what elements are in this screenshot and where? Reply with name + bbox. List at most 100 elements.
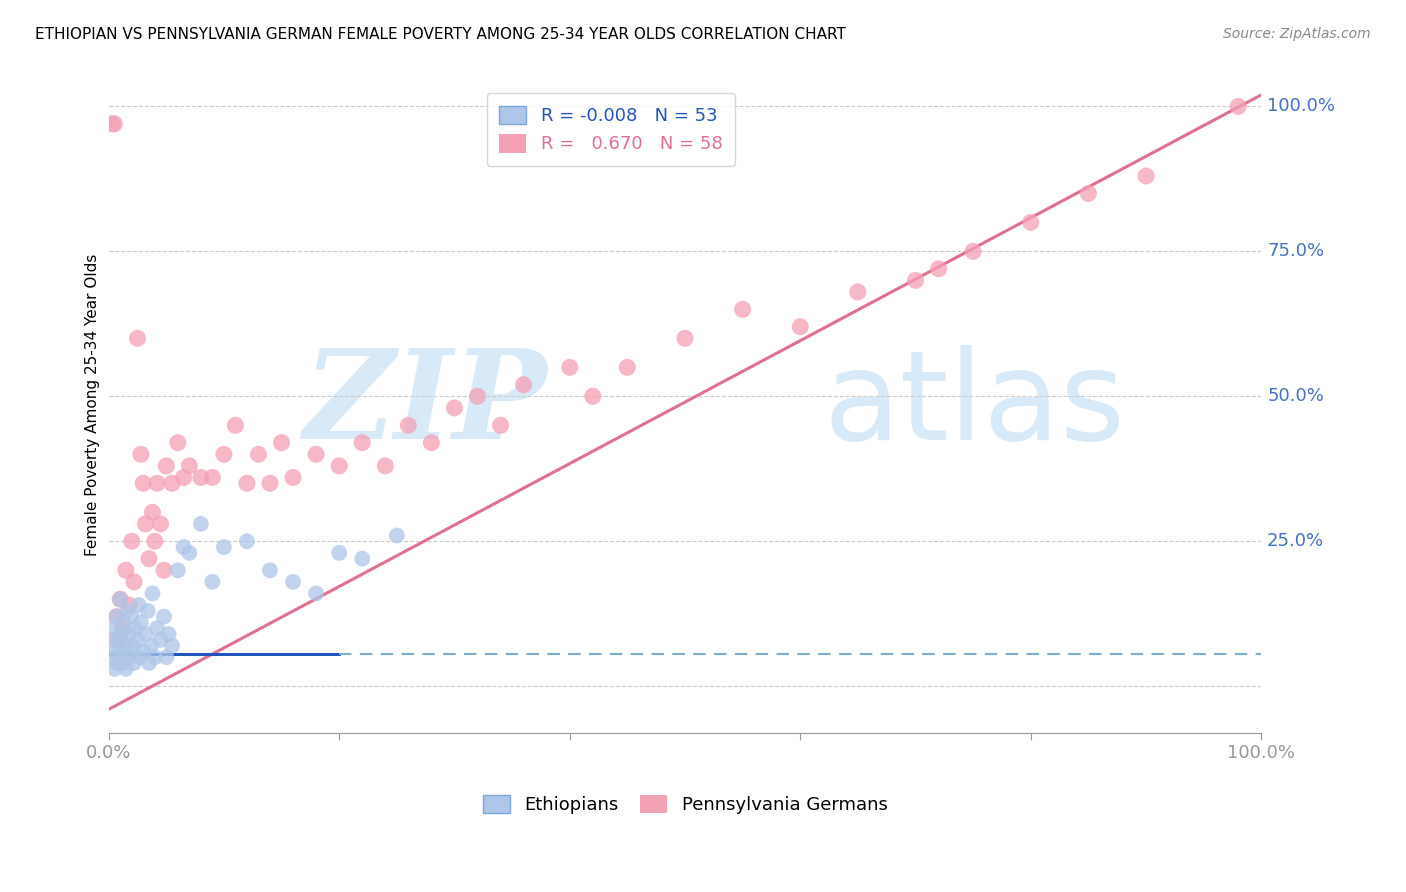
- Point: [107, 656, 129, 670]
- Point: [143, 650, 166, 665]
- Point: [1077, 186, 1099, 201]
- Point: [201, 574, 224, 589]
- Point: [166, 563, 188, 577]
- Point: [121, 609, 143, 624]
- Point: [108, 632, 131, 647]
- Point: [134, 627, 156, 641]
- Point: [103, 117, 125, 131]
- Point: [396, 418, 419, 433]
- Legend: Ethiopians, Pennsylvania Germans: Ethiopians, Pennsylvania Germans: [475, 788, 894, 822]
- Point: [179, 546, 201, 560]
- Point: [105, 609, 128, 624]
- Point: [118, 598, 141, 612]
- Point: [160, 476, 183, 491]
- Point: [101, 650, 124, 665]
- Text: 75.0%: 75.0%: [1267, 243, 1324, 260]
- Y-axis label: Female Poverty Among 25-34 Year Olds: Female Poverty Among 25-34 Year Olds: [86, 254, 100, 557]
- Point: [111, 621, 134, 635]
- Point: [166, 435, 188, 450]
- Text: Source: ZipAtlas.com: Source: ZipAtlas.com: [1223, 27, 1371, 41]
- Point: [190, 470, 212, 484]
- Point: [149, 632, 172, 647]
- Point: [673, 331, 696, 345]
- Point: [141, 505, 163, 519]
- Point: [129, 447, 152, 461]
- Text: ETHIOPIAN VS PENNSYLVANIA GERMAN FEMALE POVERTY AMONG 25-34 YEAR OLDS CORRELATIO: ETHIOPIAN VS PENNSYLVANIA GERMAN FEMALE …: [35, 27, 846, 42]
- Point: [789, 319, 811, 334]
- Point: [127, 632, 149, 647]
- Point: [962, 244, 984, 259]
- Point: [236, 476, 259, 491]
- Point: [108, 592, 131, 607]
- Point: [582, 389, 605, 403]
- Point: [138, 551, 160, 566]
- Point: [281, 470, 304, 484]
- Point: [103, 632, 125, 647]
- Point: [1135, 169, 1157, 183]
- Point: [134, 516, 156, 531]
- Point: [108, 592, 131, 607]
- Point: [115, 662, 138, 676]
- Point: [153, 609, 176, 624]
- Point: [146, 476, 169, 491]
- Point: [107, 632, 129, 647]
- Point: [512, 377, 534, 392]
- Point: [117, 650, 139, 665]
- Point: [141, 586, 163, 600]
- Point: [212, 447, 235, 461]
- Point: [558, 360, 581, 375]
- Point: [149, 516, 172, 531]
- Point: [101, 117, 124, 131]
- Point: [128, 650, 150, 665]
- Point: [157, 627, 180, 641]
- Point: [305, 586, 328, 600]
- Point: [122, 656, 145, 670]
- Point: [141, 639, 163, 653]
- Point: [328, 458, 350, 473]
- Point: [173, 540, 195, 554]
- Point: [731, 302, 754, 317]
- Point: [103, 621, 125, 635]
- Point: [846, 285, 869, 299]
- Point: [127, 331, 149, 345]
- Point: [136, 604, 159, 618]
- Text: 25.0%: 25.0%: [1267, 533, 1324, 550]
- Point: [104, 644, 127, 658]
- Point: [352, 435, 374, 450]
- Point: [179, 458, 201, 473]
- Point: [270, 435, 292, 450]
- Point: [305, 447, 328, 461]
- Text: 50.0%: 50.0%: [1267, 387, 1324, 405]
- Point: [904, 273, 927, 287]
- Point: [138, 656, 160, 670]
- Point: [1019, 215, 1042, 229]
- Point: [374, 458, 396, 473]
- Point: [616, 360, 638, 375]
- Point: [155, 650, 177, 665]
- Point: [259, 563, 281, 577]
- Point: [105, 609, 128, 624]
- Point: [489, 418, 512, 433]
- Point: [103, 662, 125, 676]
- Point: [224, 418, 246, 433]
- Point: [132, 476, 155, 491]
- Point: [247, 447, 270, 461]
- Point: [190, 516, 212, 531]
- Point: [111, 656, 134, 670]
- Point: [146, 621, 169, 635]
- Point: [110, 627, 132, 641]
- Text: 100.0%: 100.0%: [1267, 97, 1336, 115]
- Point: [328, 546, 350, 560]
- Point: [129, 615, 152, 630]
- Point: [114, 639, 136, 653]
- Point: [201, 470, 224, 484]
- Point: [121, 534, 143, 549]
- Point: [112, 615, 135, 630]
- Point: [108, 644, 131, 658]
- Point: [352, 551, 374, 566]
- Point: [443, 401, 465, 415]
- Point: [173, 470, 195, 484]
- Point: [281, 574, 304, 589]
- Text: atlas: atlas: [824, 344, 1125, 466]
- Point: [420, 435, 443, 450]
